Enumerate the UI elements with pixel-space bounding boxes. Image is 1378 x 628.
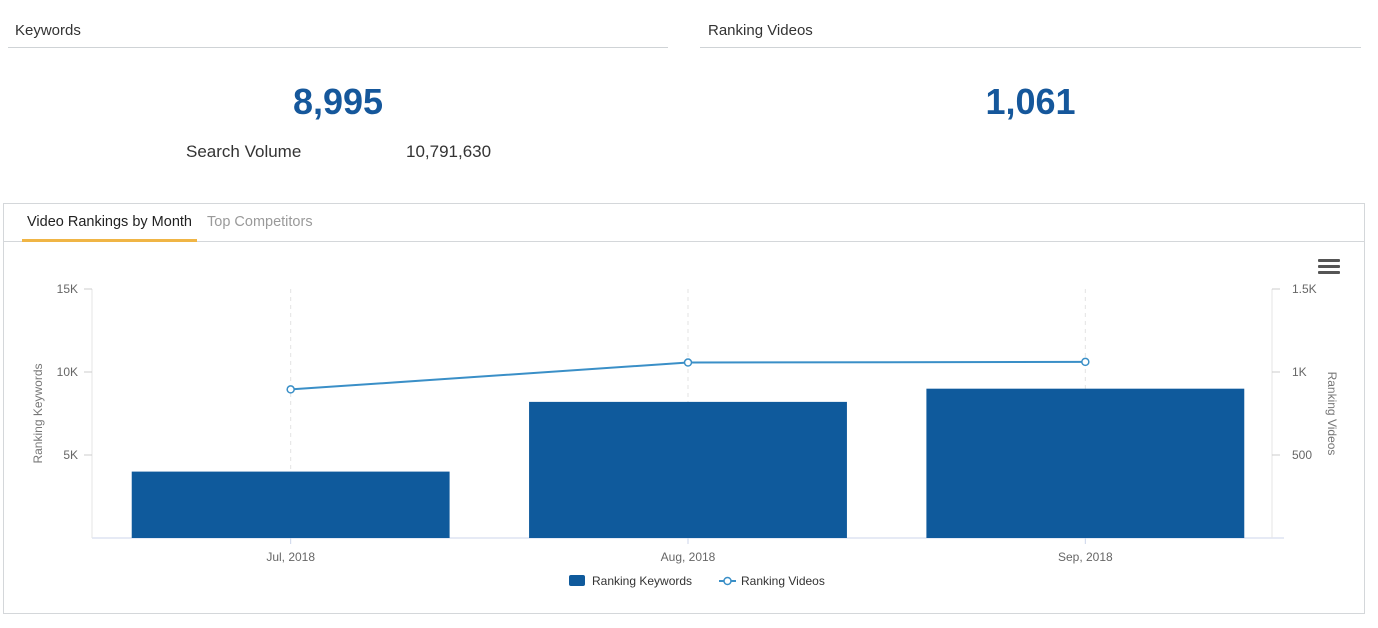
y-left-tick-label: 15K [57,282,78,296]
chart-card: Video Rankings by Month Top Competitors … [3,203,1365,614]
bar-ranking-keywords[interactable] [926,388,1245,538]
x-tick-label: Jul, 2018 [266,550,315,564]
y-left-tick-label: 5K [63,448,78,462]
y-right-tick-label: 1.5K [1292,282,1317,296]
y-left-tick-label: 10K [57,365,78,379]
search-volume-label: Search Volume [186,142,302,161]
legend-swatch-ranking-keywords[interactable] [569,575,585,586]
chart-tabs: Video Rankings by Month Top Competitors [4,204,1364,242]
legend-label-ranking-videos[interactable]: Ranking Videos [741,574,825,588]
y-right-tick-label: 500 [1292,448,1312,462]
search-volume-value: 10,791,630 [406,142,492,161]
y-left-axis-title: Ranking Keywords [31,363,45,463]
bar-ranking-keywords[interactable] [131,471,450,538]
x-tick-label: Aug, 2018 [661,550,716,564]
keywords-panel-heading: Keywords [8,20,668,48]
legend-label-ranking-keywords[interactable]: Ranking Keywords [592,574,692,588]
tab-video-rankings-by-month[interactable]: Video Rankings by Month [22,204,197,242]
video-rankings-chart: 5K 10K 15K 500 1K 1.5K Ranking Keywords Ranking… [31,282,1339,588]
ranking-videos-panel-heading: Ranking Videos [700,20,1361,48]
y-right-tick-label: 1K [1292,365,1307,379]
ranking-videos-count: 1,061 [985,81,1076,122]
y-right-axis-title: Ranking Videos [1325,372,1339,456]
bar-ranking-keywords[interactable] [529,401,847,538]
legend-marker-ranking-videos[interactable] [723,576,732,586]
keywords-count: 8,995 [292,81,384,122]
tab-top-competitors[interactable]: Top Competitors [207,214,313,230]
point-ranking-videos[interactable] [683,358,693,367]
hamburger-icon[interactable] [1318,259,1340,277]
point-ranking-videos[interactable] [1081,357,1090,367]
point-ranking-videos[interactable] [286,385,295,394]
x-tick-label: Sep, 2018 [1058,550,1113,564]
